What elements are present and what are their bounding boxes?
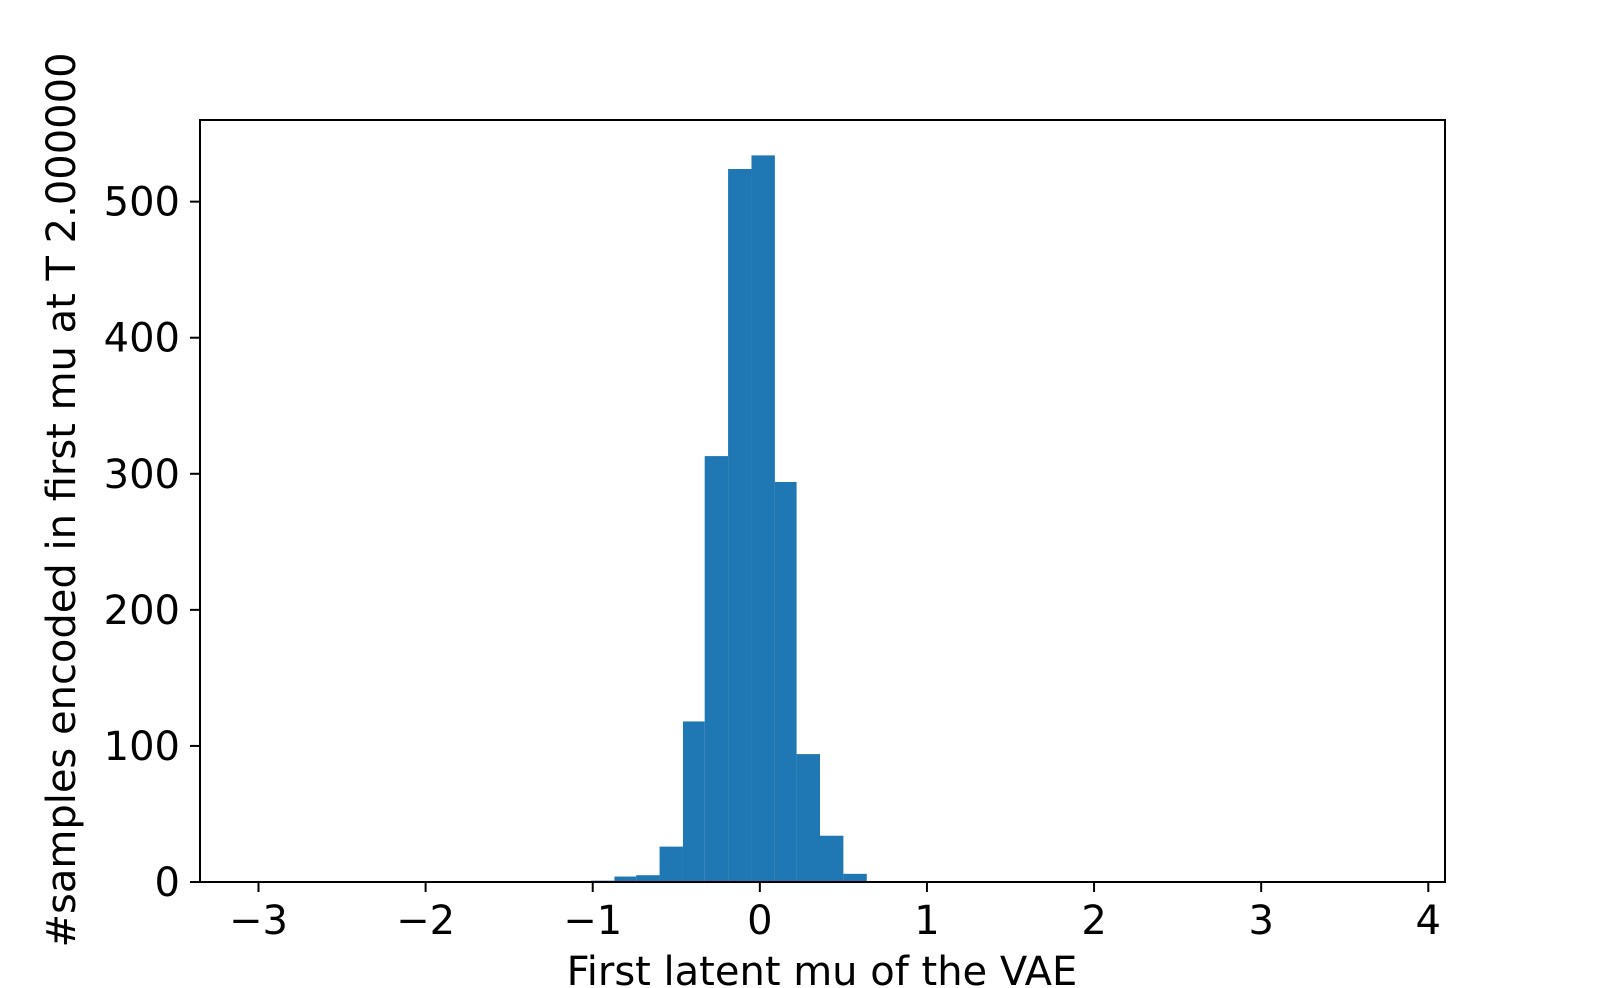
histogram-bar	[682, 721, 705, 882]
y-tick-label: 100	[104, 724, 180, 770]
histogram-bar	[614, 876, 637, 882]
x-tick-label: −1	[563, 898, 622, 944]
x-tick-label: 2	[1081, 898, 1106, 944]
histogram-bars	[591, 155, 867, 883]
histogram-bar	[728, 168, 752, 882]
histogram-bar	[796, 754, 820, 882]
y-tick-label: 0	[155, 860, 180, 906]
x-axis-label: First latent mu of the VAE	[567, 949, 1078, 988]
histogram-bar	[751, 155, 775, 883]
y-tick-label: 400	[104, 316, 180, 362]
y-tick-label: 500	[104, 180, 180, 226]
x-axis-ticks: −3 −2 −1 0 1 2 3 4	[229, 882, 1441, 944]
y-tick-label: 200	[104, 588, 180, 634]
histogram-bar	[774, 481, 797, 882]
histogram-bar	[659, 846, 683, 882]
histogram-bar	[819, 835, 844, 882]
histogram-bar	[843, 873, 867, 882]
x-tick-label: 3	[1248, 898, 1273, 944]
y-tick-label: 300	[104, 452, 180, 498]
x-tick-label: 1	[914, 898, 939, 944]
histogram-bar	[636, 875, 660, 882]
x-tick-label: −3	[229, 898, 288, 944]
y-axis-label: #samples encoded in first mu at T 2.0000…	[39, 52, 85, 947]
plot-frame	[199, 119, 1446, 883]
x-tick-label: 0	[747, 898, 772, 944]
histogram-bar	[704, 456, 729, 882]
x-tick-label: −2	[396, 898, 455, 944]
y-axis-ticks: 0 100 200 300 400 500	[104, 180, 200, 906]
x-tick-label: 4	[1416, 898, 1441, 944]
